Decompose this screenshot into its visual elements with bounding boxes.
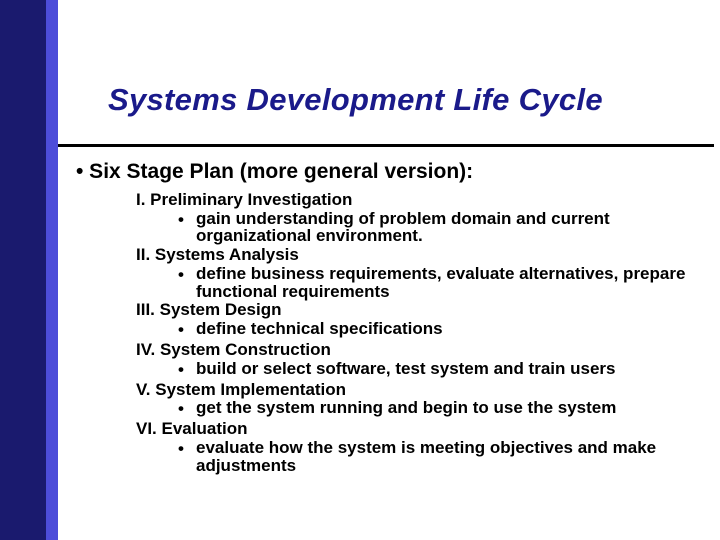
main-bullet: • Six Stage Plan (more general version):	[76, 160, 705, 184]
stage-sub-text: define technical specifications	[196, 320, 705, 340]
stage-sub-text: define business requirements, evaluate a…	[196, 265, 705, 301]
bullet-icon: •	[178, 439, 196, 475]
stage-sub: • gain understanding of problem domain a…	[136, 210, 705, 246]
bullet-icon: •	[178, 320, 196, 340]
stage-sub: • define business requirements, evaluate…	[136, 265, 705, 301]
bullet-icon: •	[178, 360, 196, 380]
slide: Systems Development Life Cycle • Six Sta…	[0, 0, 720, 540]
stage-heading: VI. Evaluation	[136, 419, 705, 439]
sidebar	[0, 0, 58, 540]
stage-item: IV. System Construction • build or selec…	[136, 340, 705, 380]
stages-list: I. Preliminary Investigation • gain unde…	[76, 190, 705, 474]
stage-sub-text: gain understanding of problem domain and…	[196, 210, 705, 246]
stage-sub-text: build or select software, test system an…	[196, 360, 705, 380]
stage-heading: II. Systems Analysis	[136, 245, 705, 265]
stage-sub: • define technical specifications	[136, 320, 705, 340]
sidebar-light-stripe	[46, 0, 58, 540]
stage-sub-text: evaluate how the system is meeting objec…	[196, 439, 705, 475]
bullet-icon: •	[178, 210, 196, 246]
sidebar-dark-stripe	[0, 0, 46, 540]
stage-heading: IV. System Construction	[136, 340, 705, 360]
bullet-icon: •	[178, 265, 196, 301]
stage-item: V. System Implementation • get the syste…	[136, 380, 705, 420]
slide-title: Systems Development Life Cycle	[108, 82, 714, 118]
stage-item: III. System Design • define technical sp…	[136, 300, 705, 340]
stage-item: I. Preliminary Investigation • gain unde…	[136, 190, 705, 245]
stage-item: VI. Evaluation • evaluate how the system…	[136, 419, 705, 474]
bullet-icon: •	[178, 399, 196, 419]
divider-line	[58, 144, 714, 147]
stage-item: II. Systems Analysis • define business r…	[136, 245, 705, 300]
stage-heading: III. System Design	[136, 300, 705, 320]
body-area: • Six Stage Plan (more general version):…	[76, 160, 705, 474]
stage-sub: • get the system running and begin to us…	[136, 399, 705, 419]
stage-heading: I. Preliminary Investigation	[136, 190, 705, 210]
stage-sub-text: get the system running and begin to use …	[196, 399, 705, 419]
title-wrap: Systems Development Life Cycle	[108, 82, 714, 118]
stage-sub: • build or select software, test system …	[136, 360, 705, 380]
content-area: Systems Development Life Cycle • Six Sta…	[58, 0, 720, 540]
stage-sub: • evaluate how the system is meeting obj…	[136, 439, 705, 475]
stage-heading: V. System Implementation	[136, 380, 705, 400]
